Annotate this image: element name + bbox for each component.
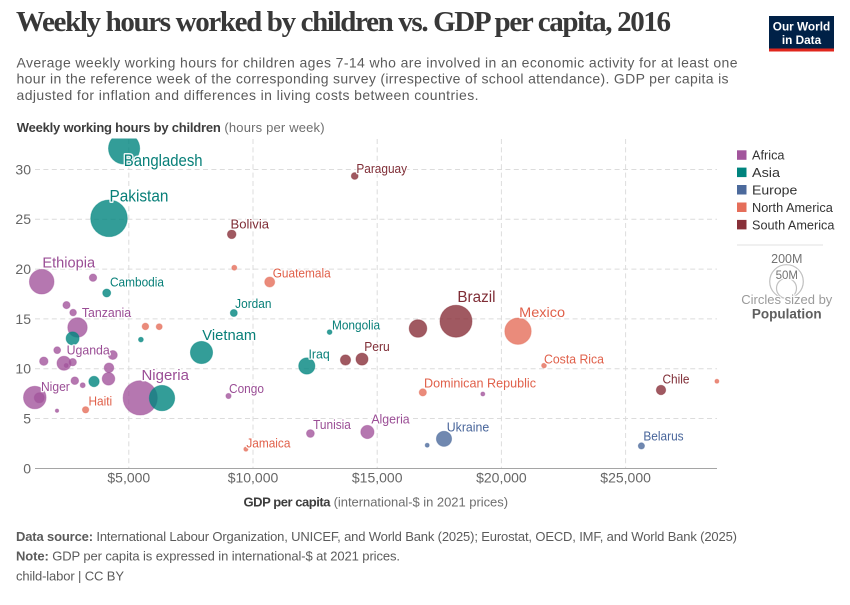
svg-text:Tunisia: Tunisia [313,417,352,432]
svg-text:$15,000: $15,000 [352,470,403,486]
svg-text:25: 25 [15,211,31,227]
svg-text:North America: North America [752,200,833,215]
svg-text:Weekly hours worked by childre: Weekly hours worked by children vs. GDP … [16,6,671,38]
svg-text:Vietnam: Vietnam [202,328,256,344]
svg-text:Bangladesh: Bangladesh [124,152,203,170]
svg-text:South America: South America [752,217,835,232]
svg-text:Paraguay: Paraguay [356,161,407,176]
svg-text:30: 30 [15,161,31,177]
svg-text:Algeria: Algeria [371,412,410,427]
svg-text:20: 20 [15,261,31,277]
svg-text:hour in the reference week of: hour in the reference week of the corres… [17,71,729,87]
svg-text:GDP per capita (international-: GDP per capita (international-$ in 2021 … [244,495,509,510]
svg-text:Chile: Chile [662,371,689,386]
svg-text:50M: 50M [776,270,798,282]
svg-text:Mongolia: Mongolia [332,318,381,333]
svg-text:200M: 200M [771,252,802,266]
svg-text:Mexico: Mexico [519,305,565,321]
svg-text:Niger: Niger [41,379,70,394]
svg-text:Jordan: Jordan [235,296,271,311]
svg-text:15: 15 [15,311,31,327]
svg-text:Congo: Congo [229,381,264,396]
svg-text:Tanzania: Tanzania [82,305,132,320]
svg-text:5: 5 [23,410,31,426]
svg-text:Guatemala: Guatemala [273,265,332,280]
svg-text:Circles sized by: Circles sized by [741,292,833,307]
svg-text:Cambodia: Cambodia [110,274,165,289]
svg-text:Weekly working hours by childr: Weekly working hours by children (hours … [17,120,325,135]
svg-text:0: 0 [23,460,31,476]
svg-text:Uganda: Uganda [67,342,111,357]
svg-text:Iraq: Iraq [308,347,329,362]
svg-text:Jamaica: Jamaica [246,436,291,451]
svg-text:Africa: Africa [752,148,785,163]
svg-text:Peru: Peru [364,339,390,354]
svg-text:Our World: Our World [773,20,830,34]
svg-text:Bolivia: Bolivia [231,217,270,232]
svg-text:Brazil: Brazil [457,289,495,306]
svg-text:$20,000: $20,000 [476,470,527,486]
svg-text:Population: Population [752,307,822,322]
svg-text:Haiti: Haiti [88,393,112,408]
svg-text:Average weekly working hours f: Average weekly working hours for childre… [17,55,738,71]
svg-text:Note: GDP per capita is expres: Note: GDP per capita is expressed in int… [16,549,400,564]
svg-text:Pakistan: Pakistan [110,187,169,205]
svg-text:Belarus: Belarus [643,428,683,443]
svg-text:$5,000: $5,000 [107,470,150,486]
svg-text:10: 10 [15,361,31,377]
svg-text:Europe: Europe [752,182,797,197]
svg-text:Asia: Asia [752,165,781,180]
svg-text:adjusted for inflation and dif: adjusted for inflation and differences i… [17,87,479,103]
svg-text:in Data: in Data [782,33,822,47]
svg-text:$25,000: $25,000 [600,470,651,486]
svg-text:Dominican Republic: Dominican Republic [424,375,537,390]
svg-text:child-labor | CC BY: child-labor | CC BY [16,569,124,584]
svg-text:Data source: International Lab: Data source: International Labour Organi… [16,529,737,544]
svg-text:$10,000: $10,000 [228,470,279,486]
svg-text:Ethiopia: Ethiopia [42,256,95,272]
svg-text:Nigeria: Nigeria [142,368,190,384]
svg-text:Ukraine: Ukraine [447,419,489,434]
svg-text:Costa Rica: Costa Rica [544,351,605,366]
